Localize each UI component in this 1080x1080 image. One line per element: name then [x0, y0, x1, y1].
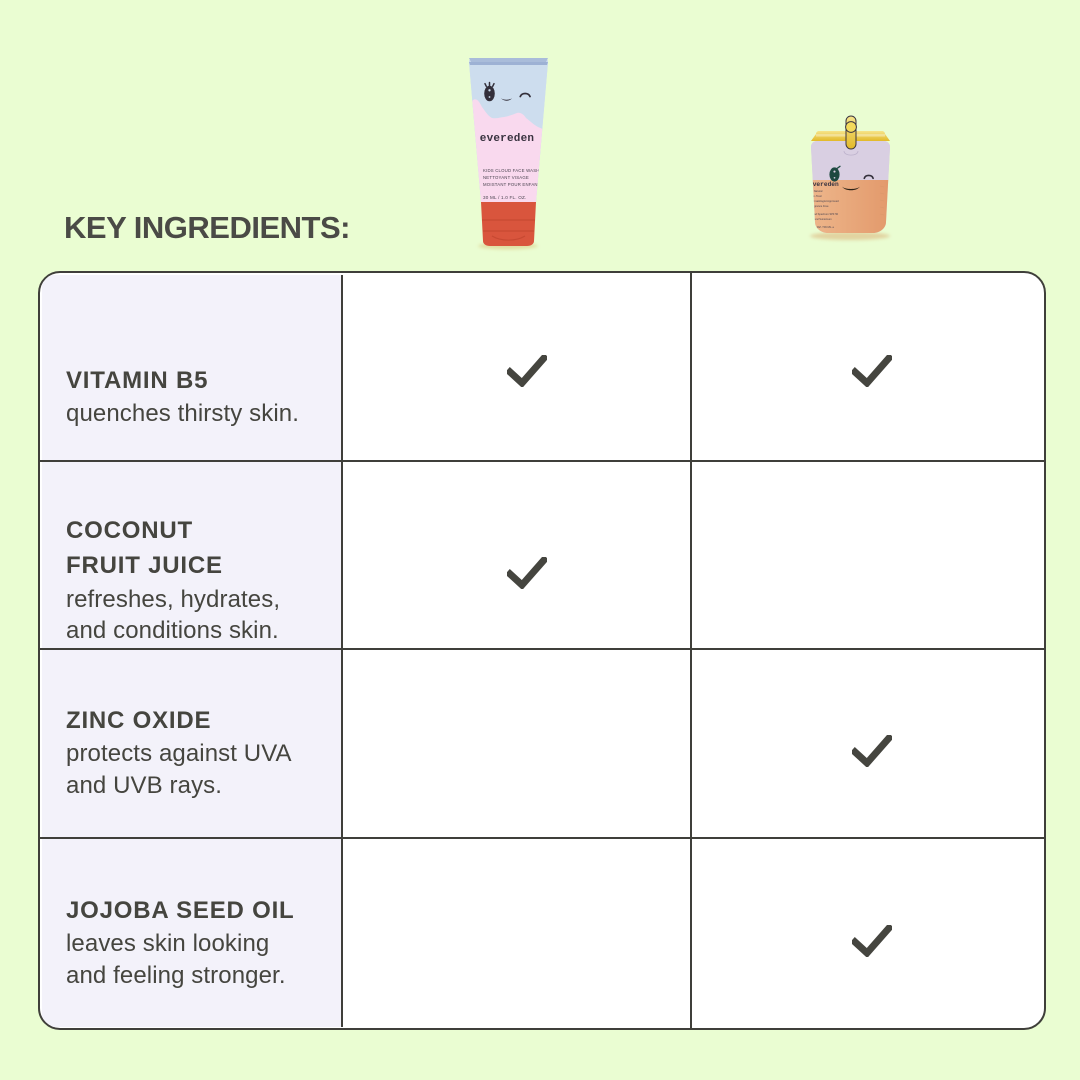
svg-text:All Natural: All Natural [810, 189, 823, 193]
svg-text:Mineral Sunscreen: Mineral Sunscreen [810, 217, 832, 221]
svg-text:evereden: evereden [809, 181, 839, 188]
svg-text:Non-Toxic: Non-Toxic [810, 194, 823, 198]
svg-text:2 FL OZ / 59 ML e: 2 FL OZ / 59 ML e [810, 225, 834, 229]
svg-text:evereden: evereden [480, 133, 534, 145]
svg-text:NETTOYANT VISAGE: NETTOYANT VISAGE [483, 175, 529, 180]
svg-text:Broad Spectrum SPF 50: Broad Spectrum SPF 50 [810, 212, 839, 216]
svg-text:30 ML / 1.0 FL. OZ.: 30 ML / 1.0 FL. OZ. [483, 195, 526, 200]
svg-text:Fragrance Free: Fragrance Free [810, 204, 829, 208]
svg-text:Dermatologist Approved: Dermatologist Approved [810, 199, 839, 203]
svg-text:MOISTANT POUR ENFANTS: MOISTANT POUR ENFANTS [483, 182, 544, 187]
svg-text:KIDS CLOUD FACE WASH: KIDS CLOUD FACE WASH [483, 168, 540, 173]
